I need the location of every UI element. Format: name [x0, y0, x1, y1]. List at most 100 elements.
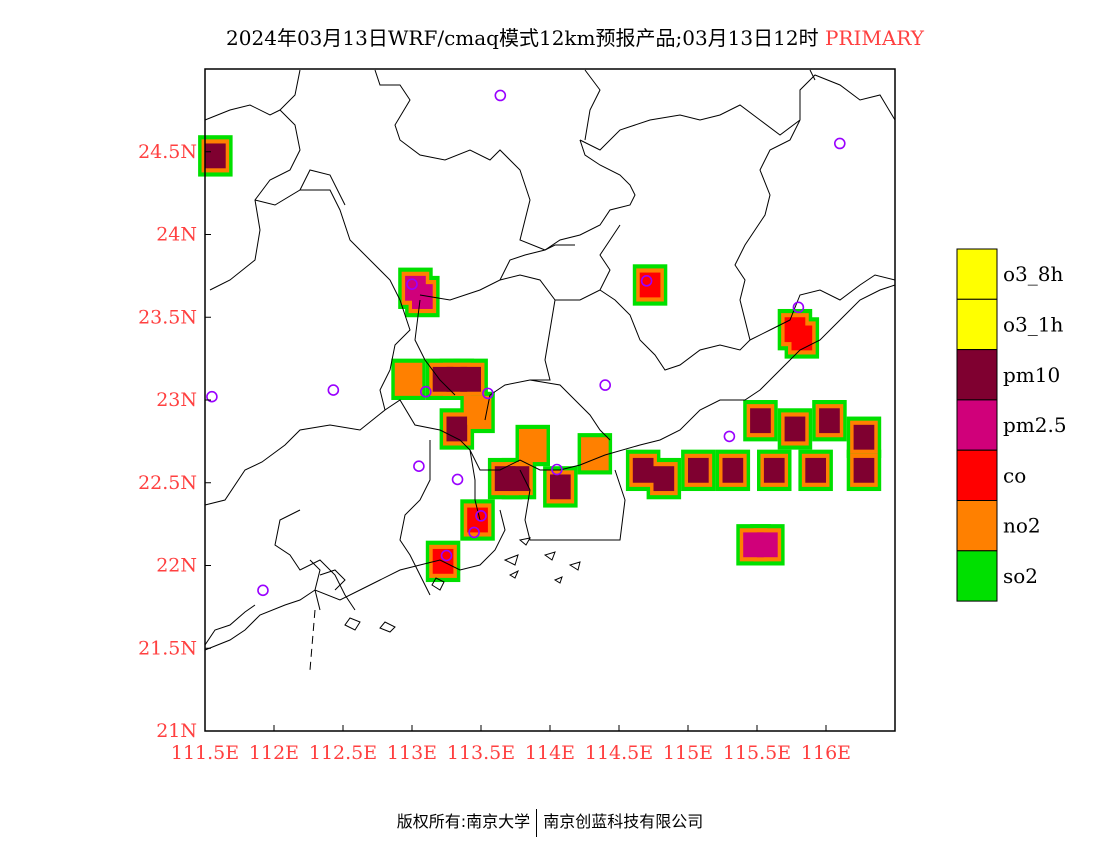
x-tick-label: 114E: [525, 742, 575, 764]
island: [431, 577, 445, 591]
station-marker: [475, 510, 487, 522]
pollution-grid: [198, 135, 882, 583]
y-tick-label: 24.5N: [138, 141, 197, 163]
legend-label: no2: [1003, 514, 1041, 538]
y-tick-label: 22N: [156, 555, 197, 577]
pollution-cell-pm10: [653, 466, 675, 492]
county-boundary: [519, 469, 626, 541]
county-boundary: [469, 449, 481, 521]
station-marker: [440, 549, 453, 562]
station-marker: [327, 384, 340, 396]
legend-label: pm2.5: [1003, 413, 1067, 437]
county-boundary: [274, 509, 356, 611]
station-marker: [599, 379, 612, 391]
pollution-cell-no2: [398, 366, 419, 392]
station-marker: [723, 430, 736, 443]
station-marker: [406, 278, 418, 290]
y-tick-label: 24N: [156, 224, 197, 246]
station-marker: [551, 463, 563, 476]
pollution-cell-pm10: [819, 408, 840, 434]
county-boundary: [599, 119, 801, 371]
x-tick-label: 112.5E: [309, 742, 377, 764]
county-boundary: [584, 69, 601, 141]
x-tick-label: 113.5E: [447, 742, 515, 764]
county-boundary: [749, 274, 896, 341]
x-tick-label: 113E: [387, 742, 437, 764]
county-boundary: [419, 244, 575, 301]
county-boundary: [809, 69, 816, 81]
legend-swatch: [956, 298, 998, 351]
county-boundary: [579, 104, 801, 151]
county-boundary: [484, 274, 556, 421]
island-line: [309, 609, 316, 671]
county-boundary: [529, 379, 611, 441]
station-marker: [494, 89, 507, 102]
legend-label: so2: [1003, 564, 1038, 588]
y-tick-label: 23.5N: [138, 306, 197, 328]
pollution-cell-pm10: [805, 457, 826, 483]
station-marker: [257, 584, 269, 597]
pollution-cell-no2: [522, 433, 544, 458]
province-boundaries: [204, 69, 896, 671]
pollution-cell-pm10: [446, 416, 468, 442]
island: [543, 551, 556, 561]
island: [568, 561, 581, 571]
y-tick-label: 23N: [156, 389, 197, 411]
island: [508, 569, 519, 579]
station-marker: [482, 387, 494, 400]
pollution-cell-pm10: [853, 457, 875, 483]
island: [344, 617, 361, 631]
station-marker: [468, 526, 480, 539]
pollution-cell-no2: [584, 441, 606, 467]
island: [503, 554, 519, 566]
county-boundary: [399, 440, 431, 596]
pollution-cell-pm10: [722, 457, 744, 483]
station-marker: [640, 275, 653, 287]
legend-label: o3_1h: [1003, 312, 1063, 336]
copyright-footer: 版权所有:南京大学 南京创蓝科技有限公司: [0, 808, 1100, 837]
county-boundary: [209, 69, 301, 291]
legend-swatch: [956, 449, 998, 502]
county-boundary: [374, 69, 546, 251]
copyright-right: 南京创蓝科技有限公司: [543, 812, 704, 831]
x-tick-label: 115.5E: [723, 742, 791, 764]
pollution-cell-no2: [467, 400, 488, 425]
pollution-cell-pm10: [784, 416, 806, 442]
county-boundary: [299, 169, 346, 206]
legend-label: o3_8h: [1003, 262, 1063, 286]
pollution-cell-co: [791, 325, 813, 351]
station-marker: [413, 460, 425, 473]
county-boundary: [544, 139, 636, 251]
x-tick-label: 114.5E: [585, 742, 653, 764]
title-tag: PRIMARY: [824, 26, 924, 50]
legend-swatch: [956, 550, 998, 602]
coastline-west: [204, 509, 506, 651]
station-marker: [419, 385, 432, 398]
county-boundary: [254, 189, 401, 301]
station-marker: [451, 473, 464, 486]
county-boundary: [799, 74, 896, 121]
coastline-west: [319, 569, 346, 591]
legend-label: co: [1003, 463, 1026, 487]
legend-swatch: [956, 248, 998, 300]
legend-swatch: [956, 399, 998, 451]
copyright-left: 版权所有:南京大学: [396, 812, 531, 831]
y-tick-label: 21.5N: [138, 637, 197, 659]
pollution-cell-pm10: [688, 457, 709, 483]
pollution-cell-pm10: [632, 457, 654, 483]
pollution-cell-pm25: [412, 284, 433, 309]
legend: o3_8h o3_1h pm10 pm2.5 co no2 so2: [956, 248, 1067, 602]
coastline-west: [204, 604, 256, 646]
x-tick-label: 112E: [249, 742, 299, 764]
pollution-cell-pm25: [757, 532, 778, 558]
monitoring-stations: [206, 89, 846, 597]
station-marker: [833, 137, 846, 150]
pollution-cell-pm10: [205, 143, 226, 169]
map-title: 2024年03月13日WRF/cmaq模式12km预报产品;03月13日12时 …: [0, 22, 1100, 51]
legend-swatch: [956, 500, 998, 552]
county-boundary: [414, 299, 456, 396]
station-marker: [206, 390, 218, 403]
legend-label: pm10: [1003, 363, 1060, 387]
peninsula: [309, 559, 321, 611]
